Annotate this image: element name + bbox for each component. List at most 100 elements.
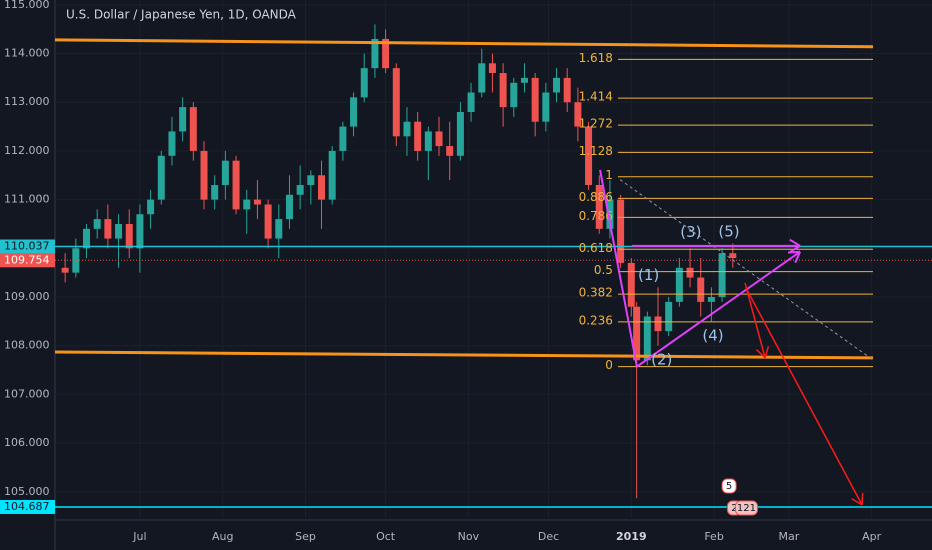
candle-body bbox=[403, 121, 411, 137]
x-tick-label: Feb bbox=[704, 530, 723, 543]
x-tick-label: Oct bbox=[376, 530, 396, 543]
candle-body bbox=[307, 175, 315, 186]
y-tick-label: 109.000 bbox=[4, 290, 50, 303]
fib-label: 0 bbox=[605, 358, 613, 372]
candle-body bbox=[520, 77, 528, 83]
candle-body bbox=[686, 267, 694, 278]
x-tick-label: Sep bbox=[295, 530, 316, 543]
candle-body bbox=[339, 126, 347, 151]
wave-label: (1) bbox=[638, 266, 659, 284]
price-label: 109.754 bbox=[4, 253, 50, 266]
candle-body bbox=[200, 150, 208, 200]
candle-body bbox=[285, 194, 293, 220]
fib-label: 1.128 bbox=[579, 144, 613, 158]
candle-body bbox=[168, 131, 176, 156]
candle-body bbox=[643, 316, 651, 361]
candle-body bbox=[93, 219, 101, 229]
price-box bbox=[0, 500, 55, 514]
wave-label: (5) bbox=[718, 222, 739, 240]
x-tick-label: Nov bbox=[458, 530, 480, 543]
candle-body bbox=[654, 316, 662, 332]
candle-body bbox=[435, 131, 443, 147]
trend-line bbox=[54, 38, 873, 49]
candle-body bbox=[328, 150, 336, 200]
candle-body bbox=[318, 175, 326, 200]
axes: 105.000 106.000 107.000 108.000 109.000 110.0… bbox=[0, 0, 882, 543]
y-tick-label: 106.000 bbox=[4, 436, 50, 449]
candle-body bbox=[499, 73, 507, 108]
arrow-head bbox=[764, 346, 770, 359]
arrow-head bbox=[794, 251, 801, 264]
candle-body bbox=[253, 199, 261, 205]
trend-line bbox=[54, 350, 873, 360]
plot bbox=[61, 24, 737, 499]
candle-body bbox=[675, 267, 683, 302]
candle-body bbox=[83, 228, 91, 249]
fib-label: 1.618 bbox=[579, 51, 613, 65]
arrow-head bbox=[789, 245, 801, 253]
candle-body bbox=[243, 199, 251, 210]
fib-label: 0.886 bbox=[579, 190, 613, 204]
candle-body bbox=[72, 248, 80, 273]
candle-body bbox=[360, 68, 368, 98]
x-tick-label: Aug bbox=[212, 530, 233, 543]
wave-label: (2) bbox=[651, 350, 672, 368]
candle-body bbox=[553, 77, 561, 93]
candle-body bbox=[467, 92, 475, 112]
y-tick-label: 111.000 bbox=[4, 193, 50, 206]
fib-label: 1.272 bbox=[579, 117, 613, 131]
candle-body bbox=[350, 97, 358, 127]
candle-body bbox=[232, 160, 240, 210]
candle-body bbox=[456, 111, 464, 156]
candle-body bbox=[296, 185, 304, 195]
candle-body bbox=[563, 77, 571, 103]
trend-line bbox=[744, 282, 766, 359]
candle-body bbox=[595, 185, 603, 229]
trend-line bbox=[599, 169, 638, 367]
arrow-head bbox=[789, 238, 801, 247]
candle-body bbox=[707, 297, 715, 302]
arrow-head bbox=[851, 498, 863, 506]
y-tick-label: 114.000 bbox=[4, 47, 50, 60]
fib-label: 0.786 bbox=[579, 209, 613, 223]
candle-body bbox=[371, 38, 379, 69]
candle-body bbox=[665, 301, 673, 332]
arrow-head bbox=[861, 492, 864, 505]
y-tick-label: 108.000 bbox=[4, 339, 50, 352]
price-label: 110.037 bbox=[4, 240, 50, 253]
candle-body bbox=[531, 77, 539, 122]
candle-body bbox=[585, 126, 593, 186]
candle-body bbox=[179, 107, 187, 132]
price-label: 104.687 bbox=[4, 500, 50, 513]
candle-body bbox=[446, 146, 454, 156]
candle-body bbox=[382, 38, 390, 69]
trend-line bbox=[746, 289, 863, 506]
fib-label: 0.618 bbox=[579, 241, 613, 255]
candle-body bbox=[627, 262, 635, 307]
candle-body bbox=[718, 253, 726, 298]
candle-body bbox=[125, 223, 133, 249]
candle-body bbox=[617, 199, 625, 263]
candle-body bbox=[189, 107, 197, 151]
x-tick-label: Jul bbox=[132, 530, 146, 543]
x-tick-label: 2019 bbox=[616, 530, 647, 543]
fib-label: 0.5 bbox=[594, 263, 613, 277]
y-tick-label: 107.000 bbox=[4, 387, 50, 400]
trend-line bbox=[619, 179, 874, 361]
trend-line bbox=[636, 250, 801, 368]
price-box bbox=[0, 253, 55, 268]
y-tick-label: 105.000 bbox=[4, 485, 50, 498]
candle-body bbox=[729, 253, 737, 259]
arrow-head bbox=[755, 348, 766, 359]
candle-body bbox=[275, 219, 283, 239]
fib-label: 0.382 bbox=[579, 286, 613, 300]
event-icon bbox=[734, 500, 758, 516]
y-tick-label: 113.000 bbox=[4, 95, 50, 108]
candle-body bbox=[392, 68, 400, 137]
wave-label: (3) bbox=[680, 223, 701, 241]
candle-body bbox=[542, 92, 550, 122]
candle-body bbox=[633, 306, 641, 361]
event-icon bbox=[721, 478, 737, 494]
